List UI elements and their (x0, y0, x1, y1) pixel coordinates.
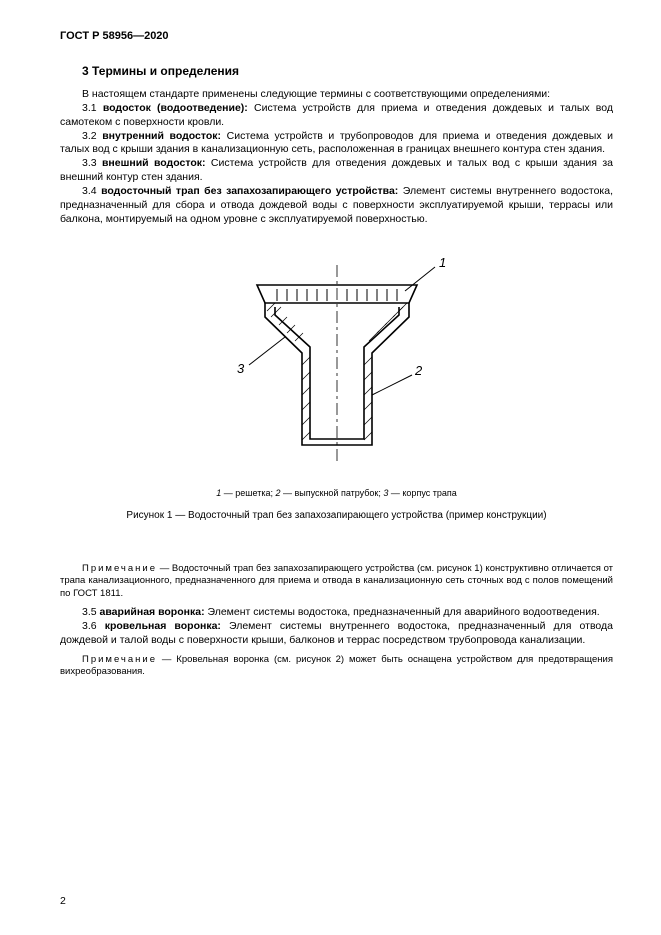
legend-t3: — корпус трапа (388, 488, 456, 498)
legend-t2: — выпускной патрубок; (281, 488, 384, 498)
intro-text: В настоящем стандарте применены следующи… (60, 88, 613, 102)
note-label: Примечание (82, 563, 157, 574)
def-text: Элемент системы водостока, предназначенн… (205, 606, 600, 618)
figure-legend: 1 — решетка; 2 — выпускной патрубок; 3 —… (60, 488, 613, 498)
callout-3: 3 (237, 361, 245, 376)
def-term: водосток (водоотведение): (103, 102, 248, 114)
callout-2: 2 (414, 363, 423, 378)
def-num: 3.6 (82, 620, 97, 632)
section-title: 3 Термины и определения (60, 64, 613, 78)
figure-1: 1 2 3 1 — решетка; 2 — выпускной патрубо… (60, 245, 613, 521)
def-num: 3.3 (82, 157, 97, 169)
legend-t1: — решетка; (221, 488, 275, 498)
definition-3.2: 3.2 внутренний водосток: Система устройс… (60, 130, 613, 158)
note-label: Примечание (82, 654, 157, 665)
page-number: 2 (60, 895, 66, 907)
def-term: кровельная воронка: (105, 620, 221, 632)
definition-3.4: 3.4 водосточный трап без запахозапирающе… (60, 185, 613, 227)
def-term: аварийная воронка: (100, 606, 205, 618)
section-number: 3 (82, 64, 89, 78)
def-num: 3.5 (82, 606, 97, 618)
figure-1-svg: 1 2 3 (187, 245, 487, 475)
callout-1: 1 (439, 255, 446, 270)
def-num: 3.4 (82, 185, 97, 197)
definition-3.3: 3.3 внешний водосток: Система устройств … (60, 157, 613, 185)
def-num: 3.2 (82, 130, 97, 142)
figure-caption: Рисунок 1 — Водосточный трап без запахоз… (60, 510, 613, 521)
definition-3.5: 3.5 аварийная воронка: Элемент системы в… (60, 606, 613, 620)
note-2: Примечание — Кровельная воронка (см. рис… (60, 654, 613, 679)
definition-3.1: 3.1 водосток (водоотведение): Система ус… (60, 102, 613, 130)
def-num: 3.1 (82, 102, 97, 114)
note-1: Примечание — Водосточный трап без запахо… (60, 563, 613, 601)
document-code: ГОСТ Р 58956—2020 (60, 30, 613, 42)
def-term: внутренний водосток: (102, 130, 221, 142)
section-title-text: Термины и определения (92, 64, 239, 78)
definition-3.6: 3.6 кровельная воронка: Элемент системы … (60, 620, 613, 648)
def-term: водосточный трап без запахозапирающего у… (101, 185, 398, 197)
def-term: внешний водосток: (102, 157, 206, 169)
